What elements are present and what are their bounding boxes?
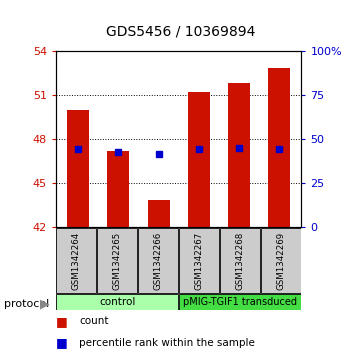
Bar	[268, 68, 290, 227]
Text: GDS5456 / 10369894: GDS5456 / 10369894	[106, 24, 255, 38]
Bar	[138, 228, 178, 293]
Text: control: control	[99, 297, 135, 307]
Text: pMIG-TGIF1 transduced: pMIG-TGIF1 transduced	[183, 297, 297, 307]
Bar	[56, 228, 96, 293]
Bar	[148, 200, 170, 227]
Text: GSM1342267: GSM1342267	[195, 231, 204, 290]
Text: GSM1342269: GSM1342269	[277, 231, 286, 290]
Bar	[179, 228, 219, 293]
Text: ■: ■	[56, 315, 68, 328]
Text: count: count	[79, 316, 109, 326]
Text: GSM1342266: GSM1342266	[154, 231, 163, 290]
Text: ▶: ▶	[40, 298, 50, 311]
Bar	[97, 228, 138, 293]
Bar	[67, 110, 89, 227]
Bar	[107, 151, 129, 227]
Text: protocol: protocol	[4, 299, 49, 309]
Text: GSM1342264: GSM1342264	[72, 231, 81, 290]
Bar	[179, 294, 301, 310]
Bar	[228, 83, 250, 227]
Bar	[220, 228, 260, 293]
Bar	[261, 228, 301, 293]
Text: ■: ■	[56, 337, 68, 350]
Bar	[56, 294, 178, 310]
Bar	[188, 92, 210, 227]
Text: GSM1342268: GSM1342268	[236, 231, 244, 290]
Text: GSM1342265: GSM1342265	[113, 231, 122, 290]
Text: percentile rank within the sample: percentile rank within the sample	[79, 338, 255, 348]
